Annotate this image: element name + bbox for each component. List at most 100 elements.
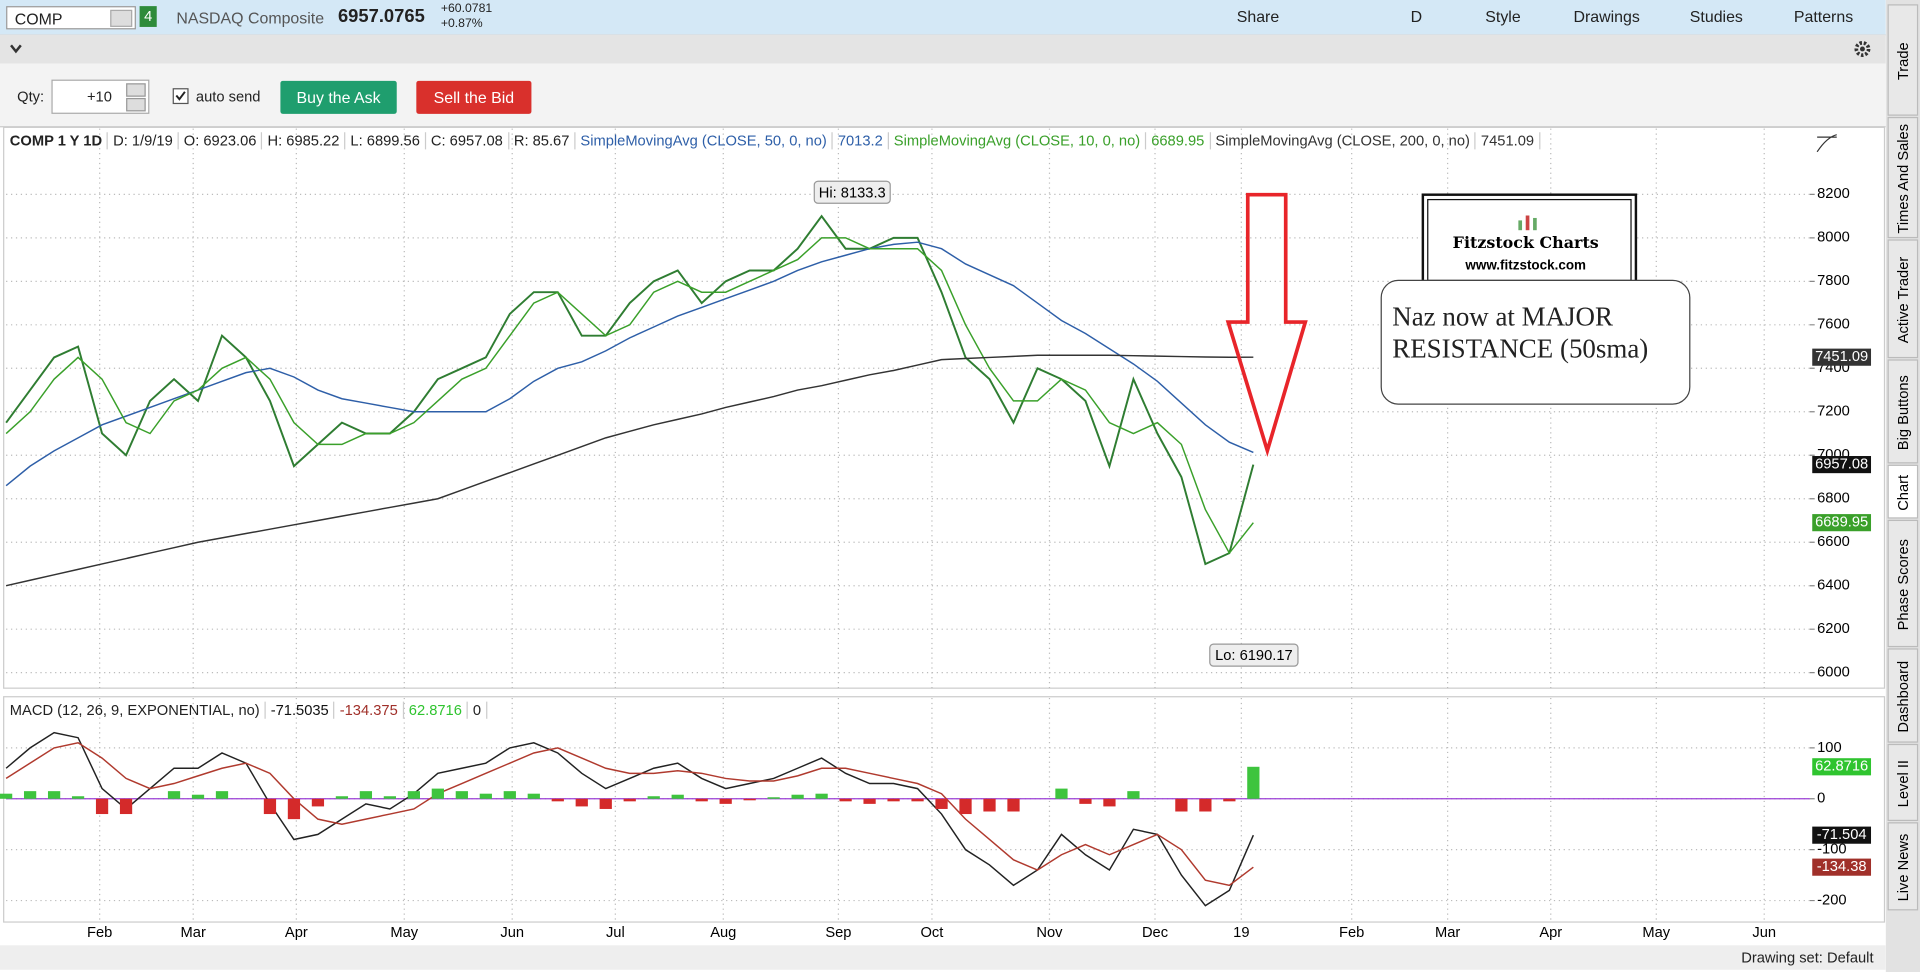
logo-icon <box>1525 215 1530 231</box>
side-tab[interactable] <box>1887 4 1919 116</box>
histogram-bar <box>791 794 804 799</box>
side-tab-label: Live News <box>1896 834 1912 902</box>
histogram-bar <box>647 796 660 799</box>
y-tick-label: 8000 <box>1817 230 1850 246</box>
y-tick-label: 7600 <box>1817 317 1850 333</box>
side-tab-label: Big Buttons <box>1896 375 1912 450</box>
toolbar-button[interactable]: Studies <box>1689 7 1743 26</box>
side-tab[interactable] <box>1887 822 1919 911</box>
toolbar-button[interactable]: D <box>1410 7 1423 26</box>
y-tick-label: 6000 <box>1817 665 1850 681</box>
histogram-bar <box>119 798 133 815</box>
side-tab[interactable] <box>1887 464 1919 519</box>
side-tab[interactable] <box>1887 359 1919 464</box>
callout-box <box>1380 279 1691 405</box>
logo-icon <box>1518 220 1523 231</box>
histogram-bar <box>719 798 732 804</box>
auto-send-label: auto send <box>195 88 261 106</box>
histogram-bar <box>263 798 277 815</box>
auto-send-checkbox[interactable] <box>172 88 189 105</box>
price-label: 62.8716 <box>1815 759 1868 775</box>
price-label: 6689.95 <box>1815 515 1868 531</box>
side-tab-label: Level II <box>1896 760 1912 807</box>
side-tab[interactable] <box>1887 116 1919 239</box>
sell-button[interactable]: Sell the Bid <box>416 80 532 114</box>
histogram-bar <box>959 798 972 815</box>
drawing-set[interactable]: Drawing set: Default <box>1741 948 1874 967</box>
histogram-bar <box>287 798 301 820</box>
link-badge[interactable]: 4 <box>139 6 157 27</box>
x-tick-label: Apr <box>1539 925 1562 941</box>
settings-icon[interactable] <box>1853 39 1873 59</box>
histogram-bar <box>191 794 205 799</box>
series-name: SimpleMovingAvg (CLOSE, 50, 0, no) <box>576 132 833 150</box>
series-name: SimpleMovingAvg (CLOSE, 200, 0, no) <box>1210 132 1477 150</box>
hi-box <box>813 180 891 204</box>
price-label-box <box>1812 348 1872 366</box>
logo-icon <box>1533 217 1537 231</box>
logo-frame <box>1421 193 1638 287</box>
collapse-row <box>0 34 1886 64</box>
histogram-bar <box>863 798 876 804</box>
x-tick-label: Apr <box>285 925 308 941</box>
histogram-bar <box>1127 791 1140 799</box>
histogram-bar <box>1199 798 1212 812</box>
x-tick-label: May <box>390 925 418 941</box>
y-tick-label: 100 <box>1817 740 1842 756</box>
toolbar-button[interactable]: Share <box>1236 7 1280 26</box>
side-tab[interactable] <box>1887 648 1919 743</box>
side-tab[interactable] <box>1887 239 1919 359</box>
watermark: Fitzstock Charts www.fitzstock.com <box>1421 193 1638 287</box>
toolbar-button[interactable]: Patterns <box>1793 7 1854 26</box>
side-tab-label: Chart <box>1896 475 1912 511</box>
histogram-bar <box>815 793 828 799</box>
histogram-bar <box>47 791 61 799</box>
header-field: O: 6923.06 <box>179 132 263 150</box>
price-label: 6957.08 <box>1815 456 1868 472</box>
order-bar: Qty: +10 auto send Buy the Ask Sell the … <box>0 63 1886 128</box>
histogram-bar <box>455 791 468 799</box>
series-line <box>5 237 1254 555</box>
collapse-icon[interactable] <box>10 44 22 54</box>
description: NASDAQ Composite <box>176 8 325 27</box>
qty-label: Qty: <box>17 88 45 106</box>
y-tick-label: 6800 <box>1817 491 1850 507</box>
side-tab-label: Times And Sales <box>1896 124 1912 234</box>
check <box>175 91 186 101</box>
lo-box <box>1209 643 1299 667</box>
change-pct: +0.87% <box>440 17 483 31</box>
histogram-bar <box>359 791 373 799</box>
x-tick-label: Dec <box>1142 925 1168 941</box>
y-tick-label: 6600 <box>1817 534 1850 550</box>
y-tick-label: -200 <box>1817 892 1846 908</box>
symbol-box[interactable]: COMP <box>6 6 136 30</box>
series-line <box>5 731 1255 907</box>
qty-down[interactable] <box>126 97 146 112</box>
buy-button[interactable]: Buy the Ask <box>280 80 397 114</box>
y-tick-label: 6200 <box>1817 621 1850 637</box>
histogram-bar <box>479 793 492 799</box>
side-tab[interactable] <box>1887 519 1919 648</box>
x-tick-label: Mar <box>181 925 206 941</box>
price-label-box <box>1812 858 1872 876</box>
drawing-icon[interactable] <box>1816 134 1837 153</box>
side-tab[interactable] <box>1887 743 1919 822</box>
hi-label: Hi: 8133.3 <box>819 185 886 201</box>
y-tick-label: 7200 <box>1817 404 1850 420</box>
x-tick-label: Aug <box>710 925 736 941</box>
x-tick-label: May <box>1642 925 1670 941</box>
qty-up[interactable] <box>126 83 146 97</box>
x-tick-label: Oct <box>921 925 944 941</box>
series-last: 62.8716 <box>404 701 469 719</box>
x-tick-label: Jun <box>1752 925 1776 941</box>
side-tab-label: Trade <box>1896 42 1912 80</box>
histogram-bar <box>311 798 325 807</box>
histogram-bar <box>167 791 181 799</box>
toolbar-button[interactable]: Style <box>1485 7 1521 26</box>
histogram-bar <box>1007 798 1020 812</box>
series-last: 7013.2 <box>833 132 889 150</box>
dropdown[interactable] <box>110 9 133 27</box>
qty-input[interactable]: +10 <box>51 79 150 114</box>
toolbar-button[interactable]: Drawings <box>1573 7 1640 26</box>
change: +60.0781 <box>440 2 493 16</box>
